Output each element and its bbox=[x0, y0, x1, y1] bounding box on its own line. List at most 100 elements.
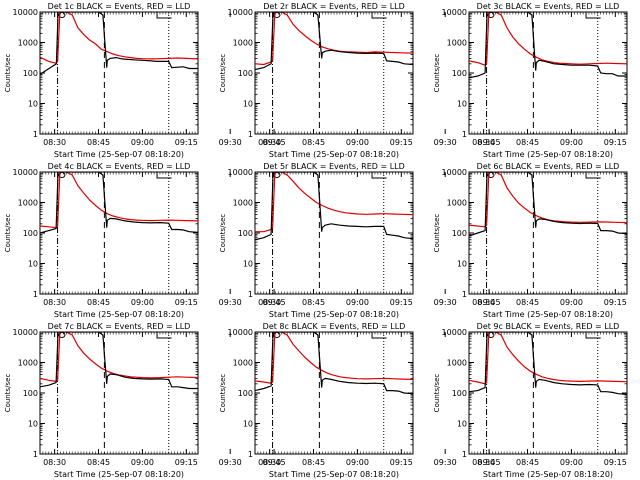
flat-top-bracket bbox=[585, 12, 601, 19]
flat-top-bracket bbox=[156, 12, 172, 19]
series-line-black bbox=[255, 332, 413, 395]
x-tick-label: 09:30 bbox=[434, 458, 457, 467]
series-line-red bbox=[40, 332, 198, 383]
panel-title: Det 9c BLACK = Events, RED = LLD bbox=[477, 322, 620, 331]
series-line-red bbox=[255, 172, 413, 233]
detector-panel-5: Det 5r BLACK = Events, RED = LLD Counts/s… bbox=[219, 162, 501, 319]
x-tick-label: 08:45 bbox=[302, 458, 325, 467]
y-tick-label: 100 bbox=[238, 69, 253, 78]
series-line-black bbox=[40, 332, 198, 390]
y-tick-label: 10000 bbox=[13, 8, 38, 17]
x-tick-label: 09:15 bbox=[390, 458, 413, 467]
detector-panel-9: Det 9c BLACK = Events, RED = LLD Counts/s… bbox=[433, 322, 628, 479]
x-axis-label: Start Time (25-Sep-07 08:18:20) bbox=[269, 470, 399, 479]
x-tick-label: 09:15 bbox=[604, 298, 627, 307]
y-tick-label: 1000 bbox=[447, 359, 467, 368]
plot-frame bbox=[468, 331, 628, 455]
y-tick-label: 1000 bbox=[233, 39, 253, 48]
series-line-red bbox=[469, 172, 627, 228]
x-tick-label: 09:30 bbox=[219, 298, 242, 307]
y-tick-label: 100 bbox=[23, 229, 38, 238]
y-tick-label: 1 bbox=[462, 290, 467, 299]
x-tick-label: 09:00 bbox=[131, 298, 154, 307]
x-tick-label: 08:30 bbox=[43, 298, 66, 307]
x-tick-label: 08:45 bbox=[516, 458, 539, 467]
series-line-black bbox=[469, 172, 627, 237]
y-tick-label: 10000 bbox=[442, 168, 467, 177]
y-tick-label: 100 bbox=[23, 389, 38, 398]
panel-title: Det 3c BLACK = Events, RED = LLD bbox=[477, 2, 620, 11]
y-tick-label: 10000 bbox=[228, 168, 253, 177]
x-tick-label: 09:15 bbox=[604, 458, 627, 467]
flat-top-bracket bbox=[585, 332, 601, 339]
x-tick-label: 09:00 bbox=[131, 458, 154, 467]
panel-title: Det 4c BLACK = Events, RED = LLD bbox=[48, 162, 191, 171]
x-tick-label: 08:30 bbox=[472, 138, 495, 147]
detector-panel-8: Det 8c BLACK = Events, RED = LLD Counts/s… bbox=[219, 322, 501, 479]
x-tick-label: 09:45 bbox=[263, 458, 286, 467]
y-tick-label: 100 bbox=[452, 229, 467, 238]
series-line-black bbox=[255, 172, 413, 241]
x-axis-label: Start Time (25-Sep-07 08:18:20) bbox=[483, 310, 613, 319]
y-tick-label: 10 bbox=[28, 100, 38, 109]
panel-title: Det 8c BLACK = Events, RED = LLD bbox=[263, 322, 406, 331]
flat-top-bracket bbox=[585, 172, 601, 179]
series-line-black bbox=[40, 12, 198, 75]
panel-title: Det 1c BLACK = Events, RED = LLD bbox=[48, 2, 191, 11]
y-tick-label: 10 bbox=[28, 260, 38, 269]
flat-top-bracket bbox=[371, 172, 387, 179]
y-tick-label: 1 bbox=[462, 130, 467, 139]
y-tick-label: 100 bbox=[452, 69, 467, 78]
y-tick-label: 1000 bbox=[447, 199, 467, 208]
y-tick-label: 1 bbox=[33, 130, 38, 139]
y-tick-label: 100 bbox=[452, 389, 467, 398]
plot-frame bbox=[39, 171, 199, 295]
x-tick-label: 09:15 bbox=[604, 138, 627, 147]
y-tick-label: 100 bbox=[238, 229, 253, 238]
y-tick-label: 1000 bbox=[447, 39, 467, 48]
y-tick-label: 1000 bbox=[233, 359, 253, 368]
plot-frame bbox=[254, 11, 414, 135]
x-tick-label: 08:30 bbox=[43, 138, 66, 147]
x-tick-label: 08:30 bbox=[258, 298, 281, 307]
x-axis-label: Start Time (25-Sep-07 08:18:20) bbox=[269, 310, 399, 319]
detector-panel-6: Det 6c BLACK = Events, RED = LLD Counts/s… bbox=[433, 162, 628, 319]
x-tick-label: 09:00 bbox=[346, 298, 369, 307]
x-axis-label: Start Time (25-Sep-07 08:18:20) bbox=[54, 150, 184, 159]
flat-top-bracket bbox=[371, 12, 387, 19]
x-tick-label: 09:45 bbox=[478, 458, 501, 467]
y-tick-label: 1 bbox=[33, 450, 38, 459]
y-tick-label: 10 bbox=[457, 420, 467, 429]
x-tick-label: 09:30 bbox=[434, 138, 457, 147]
x-tick-label: 09:15 bbox=[175, 138, 198, 147]
series-line-black bbox=[469, 332, 627, 395]
plot-frame bbox=[254, 171, 414, 295]
x-tick-label: 08:45 bbox=[516, 298, 539, 307]
y-axis-label: Counts/sec bbox=[219, 54, 227, 93]
x-tick-label: 09:45 bbox=[263, 138, 286, 147]
y-tick-label: 1 bbox=[248, 130, 253, 139]
x-axis-label: Start Time (25-Sep-07 08:18:20) bbox=[269, 150, 399, 159]
y-axis-label: Counts/sec bbox=[219, 374, 227, 413]
y-tick-label: 100 bbox=[238, 389, 253, 398]
y-axis-label: Counts/sec bbox=[433, 214, 441, 253]
detector-panel-1: Det 1c BLACK = Events, RED = LLD Counts/s… bbox=[4, 2, 286, 159]
x-tick-label: 08:45 bbox=[87, 458, 110, 467]
x-tick-label: 08:45 bbox=[87, 298, 110, 307]
plot-frame bbox=[39, 11, 199, 135]
x-tick-label: 08:45 bbox=[516, 138, 539, 147]
y-axis-label: Counts/sec bbox=[4, 214, 12, 253]
x-tick-label: 09:15 bbox=[175, 298, 198, 307]
flat-top-bracket bbox=[156, 172, 172, 179]
series-line-red bbox=[469, 12, 627, 66]
x-tick-label: 09:00 bbox=[346, 458, 369, 467]
x-axis-label: Start Time (25-Sep-07 08:18:20) bbox=[54, 470, 184, 479]
y-tick-label: 10000 bbox=[13, 168, 38, 177]
flat-top-bracket bbox=[156, 332, 172, 339]
y-tick-label: 10 bbox=[457, 260, 467, 269]
x-tick-label: 09:00 bbox=[560, 298, 583, 307]
y-tick-label: 10000 bbox=[442, 8, 467, 17]
y-tick-label: 1000 bbox=[233, 199, 253, 208]
x-tick-label: 09:00 bbox=[131, 138, 154, 147]
